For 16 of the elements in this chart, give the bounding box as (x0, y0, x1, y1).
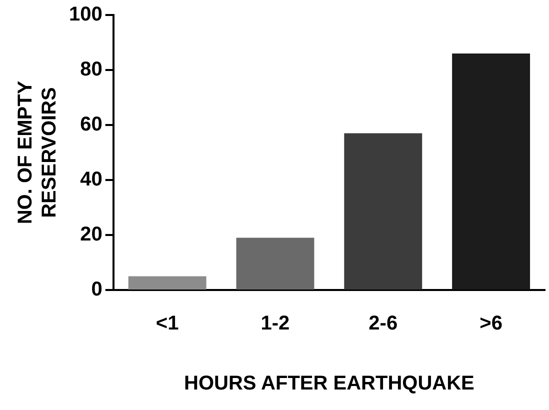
bar (128, 276, 206, 290)
x-tick-label: <1 (156, 312, 179, 335)
x-tick-label: >6 (480, 312, 502, 335)
y-tick-label: 60 (80, 114, 102, 136)
bar (452, 54, 530, 290)
y-tick-label: 0 (91, 278, 102, 301)
y-tick-label: 100 (68, 4, 102, 26)
bar (344, 133, 422, 290)
y-axis-title: NO. OF EMPTY RESERVOIRS (14, 80, 61, 224)
y-tick-label: 20 (80, 224, 102, 246)
bar (236, 238, 314, 290)
y-tick-label: 40 (80, 168, 102, 191)
x-tick-label: 2-6 (368, 312, 398, 335)
y-tick-label: 80 (80, 58, 102, 81)
x-tick-label: 1-2 (260, 312, 290, 335)
x-axis-title: HOURS AFTER EARTHQUAKE (184, 372, 474, 395)
